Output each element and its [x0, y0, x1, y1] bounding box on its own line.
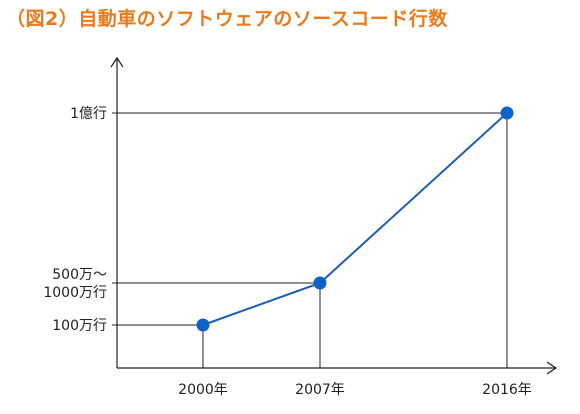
y-tick-labels: 100万行 500万～ 1000万行 1億行: [43, 106, 107, 334]
y-tick-label: 1000万行: [43, 285, 107, 301]
data-point: [500, 106, 514, 120]
x-tick-label: 2007年: [295, 382, 345, 398]
data-point: [196, 318, 210, 332]
x-tick-label: 2000年: [178, 382, 228, 398]
chart-axes: [110, 56, 558, 375]
x-axis-arrow: [546, 361, 558, 375]
data-series: [196, 106, 514, 332]
guide-lines: [117, 112, 508, 368]
x-tick-label: 2016年: [482, 382, 532, 398]
series-line: [202, 112, 508, 326]
y-tick-label: 500万～: [52, 267, 107, 283]
data-point: [313, 276, 327, 290]
y-tick-label: 100万行: [52, 318, 107, 334]
y-tick-label: 1億行: [70, 106, 107, 122]
x-tick-labels: 2000年 2007年 2016年: [178, 382, 532, 398]
y-axis-arrow: [110, 56, 124, 68]
chart-title: （図2）自動車のソフトウェアのソースコード行数: [6, 8, 448, 30]
